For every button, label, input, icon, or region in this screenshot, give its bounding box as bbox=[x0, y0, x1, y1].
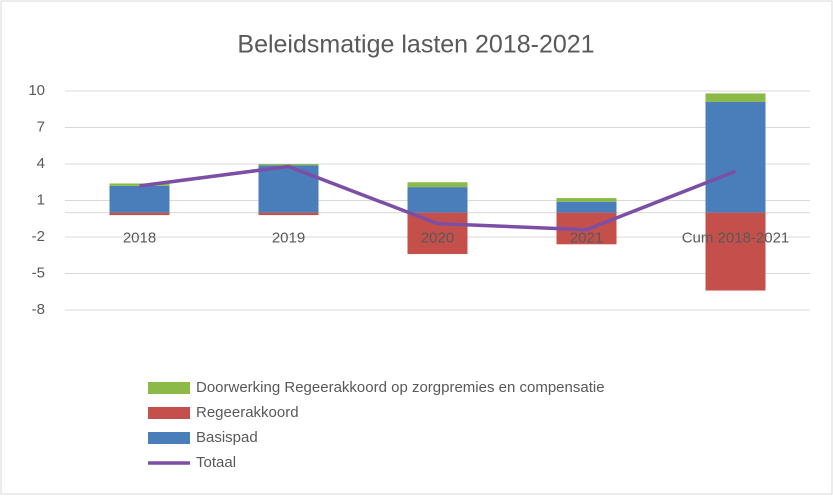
bar-segment bbox=[556, 201, 617, 213]
y-tick-label: -5 bbox=[32, 264, 45, 281]
legend-swatch bbox=[148, 382, 190, 394]
x-tick-label: 2020 bbox=[421, 230, 454, 247]
bar-segment bbox=[556, 198, 617, 202]
y-tick-label: 7 bbox=[37, 118, 45, 135]
legend-label: Totaal bbox=[196, 454, 236, 471]
legend-swatch bbox=[148, 407, 190, 419]
x-tick-label: 2021 bbox=[570, 230, 603, 247]
bar-segment bbox=[705, 101, 766, 213]
legend-label: Doorwerking Regeerakkoord op zorgpremies… bbox=[196, 379, 605, 396]
legend-swatch bbox=[148, 432, 190, 444]
bar-segment bbox=[258, 164, 319, 166]
total-line bbox=[139, 164, 737, 232]
y-tick-label: 4 bbox=[37, 155, 45, 172]
legend-label: Regeerakkoord bbox=[196, 404, 299, 421]
bar-segment bbox=[407, 182, 468, 188]
y-tick-label: -8 bbox=[32, 301, 45, 318]
bar-segment bbox=[109, 212, 170, 216]
y-tick-label: 1 bbox=[37, 191, 45, 208]
bar-segment bbox=[109, 185, 170, 213]
x-tick-label: 2018 bbox=[123, 230, 156, 247]
bar-segment bbox=[258, 165, 319, 213]
bar-segment bbox=[407, 212, 468, 255]
bar-segment bbox=[705, 212, 766, 291]
bar-segment bbox=[407, 187, 468, 213]
x-tick-label: Cum 2018-2021 bbox=[682, 230, 790, 247]
x-tick-label: 2019 bbox=[272, 230, 305, 247]
y-tick-label: -2 bbox=[32, 228, 45, 245]
y-tick-label: 10 bbox=[28, 82, 45, 99]
bar-segment bbox=[258, 212, 319, 216]
bar-segment bbox=[705, 93, 766, 102]
chart-title: Beleidsmatige lasten 2018-2021 bbox=[237, 31, 594, 59]
legend-label: Basispad bbox=[196, 429, 258, 446]
